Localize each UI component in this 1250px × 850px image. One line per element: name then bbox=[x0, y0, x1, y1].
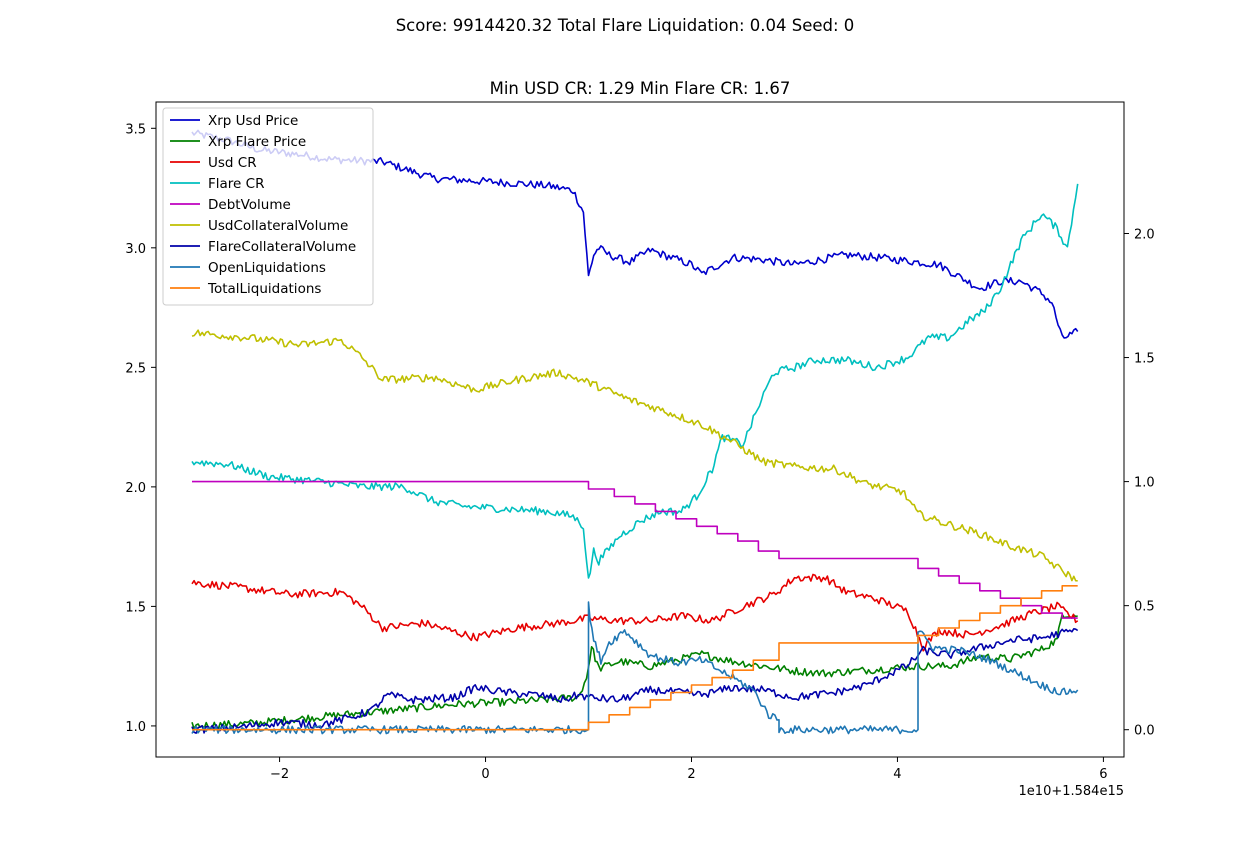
y-left-tick-label: 3.5 bbox=[125, 122, 146, 137]
legend-label: UsdCollateralVolume bbox=[208, 218, 348, 234]
y-left-tick-label: 2.5 bbox=[125, 361, 146, 376]
legend-label: Xrp Usd Price bbox=[208, 113, 298, 129]
series-line-7 bbox=[191, 601, 1079, 735]
y-axis-right: 0.0 0.5 1.0 1.5 2.0 bbox=[1124, 227, 1155, 739]
x-tick-label: 6 bbox=[1099, 767, 1107, 782]
legend-label: TotalLiquidations bbox=[207, 281, 321, 297]
x-tick-label: 0 bbox=[481, 767, 489, 782]
series-line-1 bbox=[191, 613, 1078, 730]
axes-frame bbox=[155, 101, 1125, 758]
x-axis: −2 0 2 4 6 bbox=[270, 757, 1108, 782]
x-tick-label: 4 bbox=[893, 767, 901, 782]
legend: Xrp Usd Price Xrp Flare Price Usd CR Flare … bbox=[162, 107, 374, 306]
x-offset-label: 1e10+1.584e15 bbox=[1019, 784, 1124, 799]
x-tick-label: −2 bbox=[270, 767, 289, 782]
y-right-tick-label: 2.0 bbox=[1134, 227, 1155, 242]
y-right-tick-label: 0.5 bbox=[1134, 600, 1155, 615]
series-line-8 bbox=[192, 585, 1078, 731]
legend-label: FlareCollateralVolume bbox=[208, 239, 356, 255]
series-line-5 bbox=[191, 329, 1078, 582]
chart-title: Min USD CR: 1.29 Min Flare CR: 1.67 bbox=[490, 79, 791, 98]
figure-suptitle: Score: 9914420.32 Total Flare Liquidatio… bbox=[396, 16, 855, 35]
y-left-tick-label: 1.5 bbox=[125, 600, 146, 615]
legend-box bbox=[162, 107, 374, 306]
series-line-4 bbox=[192, 480, 1078, 619]
y-right-tick-label: 0.0 bbox=[1134, 724, 1155, 739]
series-line-2 bbox=[191, 573, 1079, 652]
x-tick-label: 2 bbox=[687, 767, 695, 782]
y-right-tick-label: 1.5 bbox=[1134, 352, 1155, 367]
y-left-tick-label: 3.0 bbox=[125, 242, 146, 257]
legend-label: Flare CR bbox=[208, 176, 264, 192]
legend-label: Xrp Flare Price bbox=[208, 134, 306, 150]
y-right-tick-label: 1.0 bbox=[1134, 476, 1155, 491]
legend-label: OpenLiquidations bbox=[208, 260, 326, 276]
legend-label: Usd CR bbox=[208, 155, 257, 171]
y-left-tick-label: 1.0 bbox=[125, 720, 146, 735]
series-line-6 bbox=[191, 628, 1079, 734]
y-left-tick-label: 2.0 bbox=[125, 481, 146, 496]
legend-label: DebtVolume bbox=[208, 197, 291, 213]
y-axis-left: 1.0 1.5 2.0 2.5 3.0 3.5 bbox=[125, 122, 156, 735]
